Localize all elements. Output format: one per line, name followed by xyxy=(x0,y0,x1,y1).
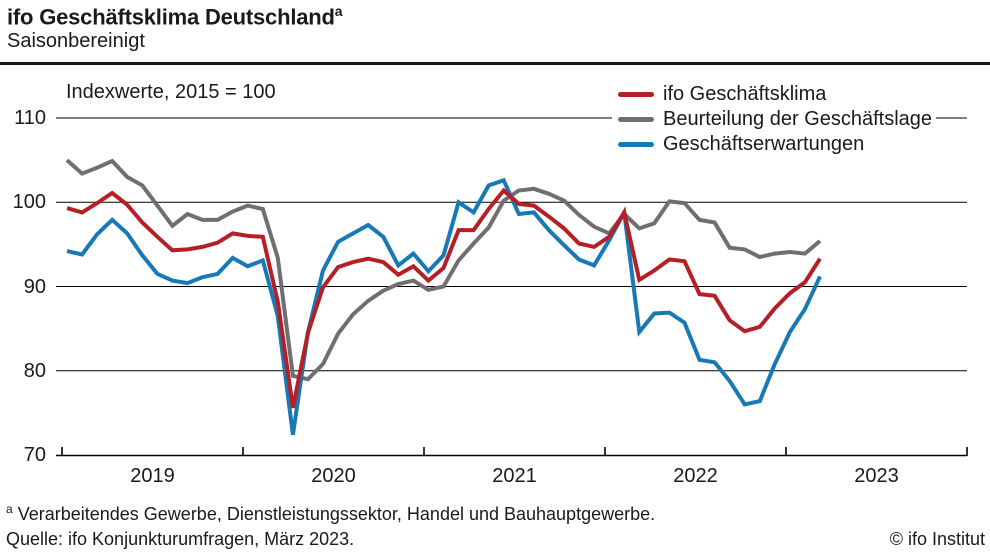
x-tick-label-2023: 2023 xyxy=(854,465,899,487)
page-subtitle: Saisonbereinigt xyxy=(7,30,145,52)
series-line-1 xyxy=(65,158,822,382)
x-tick-label-2020: 2020 xyxy=(311,465,356,487)
legend-item-geschaeftserwartungen: Geschäftserwartungen xyxy=(618,132,932,157)
page-title: ifo Geschäftsklima Deutschlanda xyxy=(7,3,343,30)
footnote: a Verarbeitendes Gewerbe, Dienstleistung… xyxy=(6,502,655,525)
y-tick-label-80: 80 xyxy=(23,359,46,382)
series-line-0 xyxy=(66,187,822,409)
page-title-text: ifo Geschäftsklima Deutschland xyxy=(7,4,335,30)
footnote-text: Verarbeitendes Gewerbe, Dienstleistungss… xyxy=(17,504,656,524)
legend-item-geschaeftslage: Beurteilung der Geschäftslage xyxy=(618,107,932,132)
chart-legend: ifo Geschäftsklima Beurteilung der Gesch… xyxy=(612,82,937,159)
source-line: Quelle: ifo Konjunkturumfragen, März 202… xyxy=(6,529,355,549)
copyright: © ifo Institut xyxy=(889,529,985,549)
legend-key-geschaeftsklima xyxy=(618,92,654,97)
title-divider xyxy=(0,62,990,65)
y-tick-label-70: 70 xyxy=(23,444,46,466)
x-tick-label-2022: 2022 xyxy=(673,465,718,487)
legend-key-geschaeftserwartungen xyxy=(618,142,654,147)
x-tick-label-2019: 2019 xyxy=(130,465,175,487)
footnote-marker: a xyxy=(6,502,13,516)
y-tick-label-90: 90 xyxy=(23,275,46,298)
series-line-2 xyxy=(66,177,822,436)
legend-label-geschaeftserwartungen: Geschäftserwartungen xyxy=(663,133,865,155)
axis-unit-note: Indexwerte, 2015 = 100 xyxy=(66,81,276,103)
legend-label-geschaeftsklima: ifo Geschäftsklima xyxy=(663,83,827,105)
y-tick-label-100: 100 xyxy=(12,191,46,214)
x-tick-label-2021: 2021 xyxy=(492,465,537,487)
legend-label-geschaeftslage: Beurteilung der Geschäftslage xyxy=(663,108,933,130)
legend-key-geschaeftslage xyxy=(618,117,654,122)
legend-item-geschaeftsklima: ifo Geschäftsklima xyxy=(618,82,932,107)
title-footnote-marker: a xyxy=(334,3,343,19)
y-tick-label-110: 110 xyxy=(14,107,46,129)
